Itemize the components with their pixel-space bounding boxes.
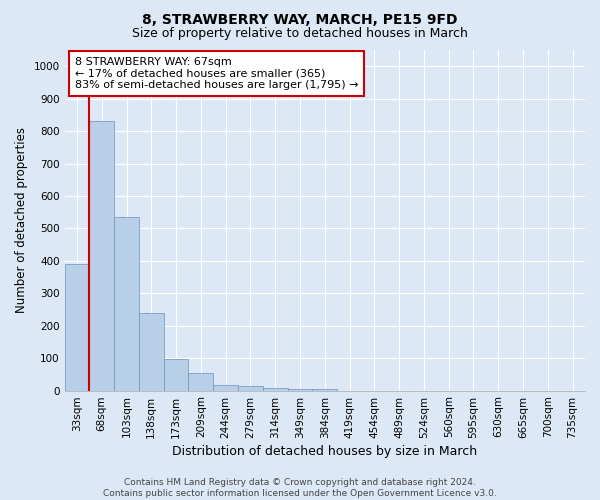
- Bar: [287, 389, 313, 390]
- Bar: [188, 374, 213, 390]
- Text: 8, STRAWBERRY WAY, MARCH, PE15 9FD: 8, STRAWBERRY WAY, MARCH, PE15 9FD: [142, 12, 458, 26]
- Bar: [114, 217, 139, 390]
- Text: 8 STRAWBERRY WAY: 67sqm
← 17% of detached houses are smaller (365)
83% of semi-d: 8 STRAWBERRY WAY: 67sqm ← 17% of detache…: [75, 57, 358, 90]
- Bar: [164, 360, 188, 390]
- Bar: [238, 386, 263, 390]
- X-axis label: Distribution of detached houses by size in March: Distribution of detached houses by size …: [172, 444, 478, 458]
- Y-axis label: Number of detached properties: Number of detached properties: [15, 128, 28, 314]
- Text: Size of property relative to detached houses in March: Size of property relative to detached ho…: [132, 28, 468, 40]
- Bar: [89, 122, 114, 390]
- Bar: [263, 388, 287, 390]
- Bar: [65, 264, 89, 390]
- Bar: [313, 389, 337, 390]
- Bar: [213, 384, 238, 390]
- Bar: [139, 312, 164, 390]
- Text: Contains HM Land Registry data © Crown copyright and database right 2024.
Contai: Contains HM Land Registry data © Crown c…: [103, 478, 497, 498]
